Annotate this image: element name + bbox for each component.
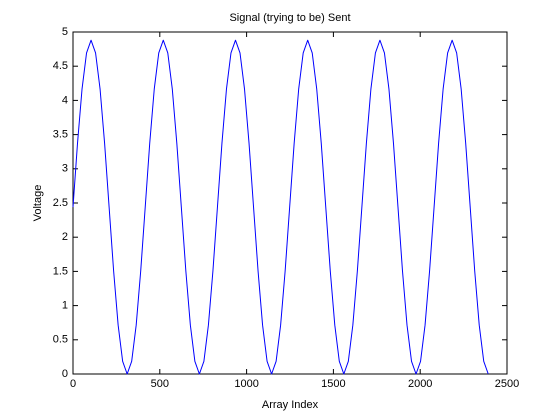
y-axis-label: Voltage [32,185,44,222]
y-tick-label: 0.5 [53,334,68,346]
data-line [72,39,489,375]
y-tick-label: 2 [62,231,68,243]
y-tick-label: 1.5 [53,265,68,277]
y-tick-label: 2.5 [53,197,68,209]
x-tick-label: 500 [151,378,169,390]
x-axis-label: Array Index [262,399,319,411]
y-tick-label: 3 [62,163,68,175]
x-tick-label: 2500 [495,378,519,390]
y-tick-label: 4.5 [53,60,68,72]
x-tick-label: 0 [70,378,76,390]
x-tick-label: 2000 [408,378,432,390]
y-tick-label: 0 [62,368,68,380]
y-tick-label: 1 [62,300,68,312]
x-tick-label: 1000 [234,378,258,390]
x-tick-label: 1500 [321,378,345,390]
y-tick-label: 5 [62,26,68,38]
y-tick-label: 4 [62,94,68,106]
chart-title: Signal (trying to be) Sent [229,12,350,24]
y-tick-label: 3.5 [53,129,68,141]
